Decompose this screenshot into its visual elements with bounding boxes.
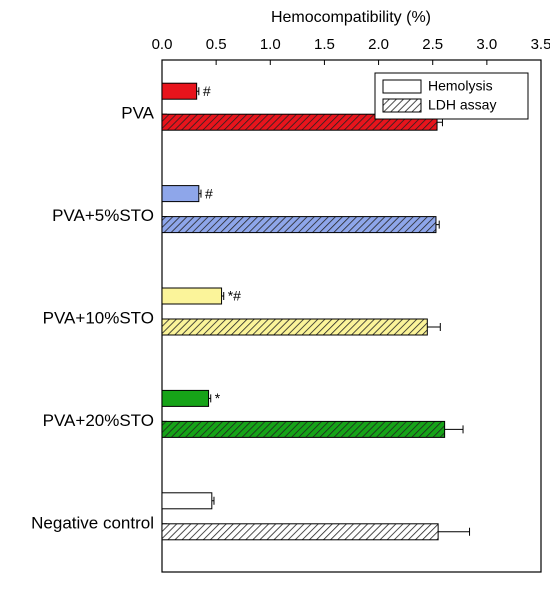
error-bar	[438, 527, 471, 536]
plot-frame	[161, 59, 542, 573]
bar	[161, 492, 213, 510]
error-bar	[427, 323, 441, 331]
x-tick-label: 0.0	[152, 36, 173, 53]
legend-swatch	[382, 79, 422, 94]
x-tick-label: 3.0	[476, 36, 497, 53]
x-tick-label: 2.0	[368, 36, 389, 53]
x-tick-label: 1.5	[314, 36, 335, 53]
bar	[161, 287, 223, 305]
bar	[161, 523, 439, 541]
error-bar	[444, 425, 464, 434]
legend-label: Hemolysis	[428, 78, 493, 94]
legend-label: LDH assay	[428, 97, 496, 113]
bar	[161, 82, 198, 100]
y-tick-label: PVA	[121, 104, 154, 123]
error-bar	[221, 292, 225, 300]
error-bar	[437, 118, 443, 127]
error-bar	[198, 189, 202, 198]
annotation: *	[215, 390, 221, 406]
y-tick-label: PVA+5%STO	[52, 206, 154, 225]
annotation: #	[203, 83, 211, 99]
x-tick-label: 2.5	[422, 36, 443, 53]
y-tick-label: PVA+10%STO	[43, 308, 154, 327]
error-bar	[211, 496, 215, 505]
y-tick-label: Negative control	[31, 513, 154, 532]
legend-swatch	[382, 98, 422, 113]
annotation: *#	[228, 288, 241, 304]
bar	[161, 216, 437, 234]
bar	[161, 185, 200, 203]
bar	[161, 389, 210, 407]
bar	[161, 420, 446, 438]
error-bar	[208, 394, 212, 403]
bar	[161, 318, 428, 336]
error-bar	[196, 87, 200, 96]
y-tick-label: PVA+20%STO	[43, 411, 154, 430]
x-tick-label: 1.0	[260, 36, 281, 53]
error-bar	[435, 220, 440, 229]
annotation: #	[205, 185, 213, 201]
x-tick-label: 3.5	[531, 36, 550, 53]
x-tick-label: 0.5	[206, 36, 227, 53]
x-axis-label: Hemocompatibility (%)	[271, 9, 431, 26]
